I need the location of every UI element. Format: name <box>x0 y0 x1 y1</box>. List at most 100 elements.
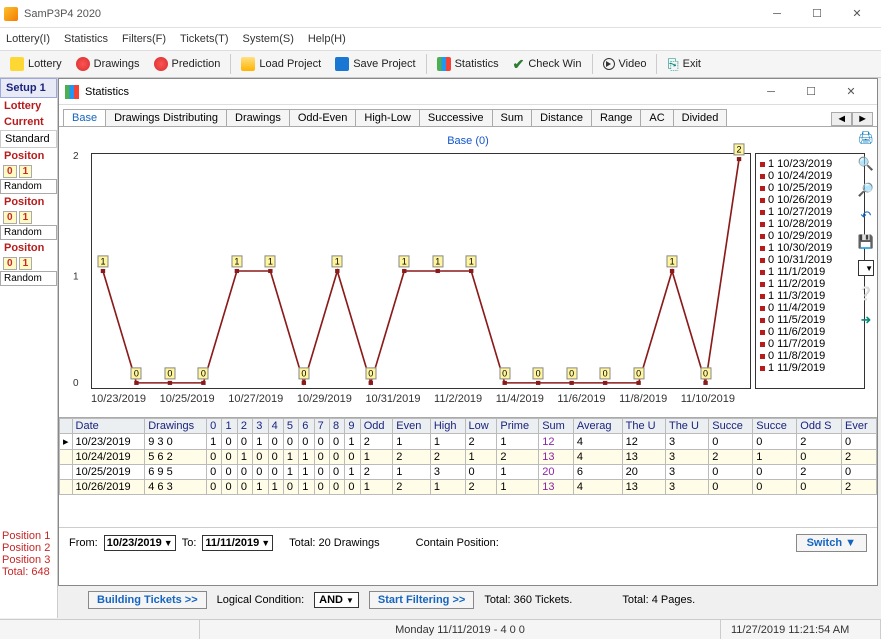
tab-successive[interactable]: Successive <box>419 109 493 126</box>
menu-statistics[interactable]: Statistics <box>64 33 108 45</box>
random-btn-3[interactable]: Random <box>0 271 57 286</box>
from-date-input[interactable]: 10/23/2019▼ <box>104 535 176 551</box>
menu-bar: Lottery(I) Statistics Filters(F) Tickets(T)… <box>0 28 881 50</box>
tab-ac[interactable]: AC <box>640 109 673 126</box>
menu-helph[interactable]: Help(H) <box>308 33 346 45</box>
maximize-button[interactable]: ☐ <box>797 1 837 27</box>
menu-lotteryi[interactable]: Lottery(I) <box>6 33 50 45</box>
stats-minimize[interactable]: ─ <box>751 79 791 105</box>
load-project-icon <box>241 57 255 71</box>
tab-sum[interactable]: Sum <box>492 109 533 126</box>
data-point-label: 0 <box>131 367 142 379</box>
tab-drawings-distributing[interactable]: Drawings Distributing <box>105 109 227 126</box>
x-axis: 10/23/201910/25/201910/27/201910/29/2019… <box>91 393 735 407</box>
data-point-label: 0 <box>298 367 309 379</box>
toolbar-save-project[interactable]: Save Project <box>329 55 421 73</box>
pos3-buttons[interactable]: 01 <box>0 256 57 271</box>
data-point-label: 1 <box>399 255 410 267</box>
chart-svg <box>92 154 750 388</box>
data-point-label: 0 <box>566 367 577 379</box>
position-header-2: Positon <box>0 194 57 210</box>
toolbar-drawings[interactable]: Drawings <box>70 55 146 73</box>
tab-range[interactable]: Range <box>591 109 641 126</box>
undo-icon[interactable]: ↶ <box>858 208 874 224</box>
tab-drawings[interactable]: Drawings <box>226 109 290 126</box>
data-point-label: 2 <box>734 143 745 155</box>
toolbar-load-project[interactable]: Load Project <box>235 55 327 73</box>
check-win-icon: ✔ <box>513 56 525 73</box>
stats-icon <box>65 85 79 99</box>
lottery-label: Lottery <box>0 98 57 114</box>
color-combo[interactable]: ▼ <box>858 260 874 276</box>
zoom-in-icon[interactable]: 🔍 <box>858 156 874 172</box>
switch-button[interactable]: Switch ▼ <box>796 534 867 552</box>
close-button[interactable]: ✕ <box>837 1 877 27</box>
chart-body: 2 1 0 10001101011100000102 1 10/23/20190… <box>71 147 865 407</box>
chart-legend: 1 10/23/20190 10/24/20190 10/25/20190 10… <box>755 153 865 389</box>
toolbar-lottery[interactable]: Lottery <box>4 55 68 73</box>
tab-divided[interactable]: Divided <box>673 109 728 126</box>
build-tickets-button[interactable]: Building Tickets >> <box>88 591 207 609</box>
status-datetime: 11/27/2019 11:21:54 AM <box>721 620 881 639</box>
tab-base[interactable]: Base <box>63 109 106 126</box>
stats-close[interactable]: ✕ <box>831 79 871 105</box>
pos2-buttons[interactable]: 01 <box>0 210 57 225</box>
data-point-label: 0 <box>533 367 544 379</box>
print-icon[interactable]: 🖨 <box>858 130 874 146</box>
data-point-label: 1 <box>231 255 242 267</box>
forward-icon[interactable]: ➜ <box>858 312 874 328</box>
app-icon <box>4 7 18 21</box>
to-label: To: <box>182 537 197 549</box>
statistics-window: Statistics ─ ☐ ✕ BaseDrawings Distributi… <box>58 78 878 586</box>
toolbar-check-win[interactable]: ✔Check Win <box>507 54 588 75</box>
to-date-input[interactable]: 11/11/2019▼ <box>202 535 273 551</box>
data-point-label: 0 <box>499 367 510 379</box>
menu-filtersf[interactable]: Filters(F) <box>122 33 166 45</box>
pos1-buttons[interactable]: 01 <box>0 164 57 179</box>
data-point-label: 1 <box>432 255 443 267</box>
data-point-label: 0 <box>600 367 611 379</box>
random-btn-1[interactable]: Random <box>0 179 57 194</box>
toolbar-prediction[interactable]: Prediction <box>148 55 227 73</box>
start-filtering-button[interactable]: Start Filtering >> <box>369 591 474 609</box>
minimize-button[interactable]: ─ <box>757 1 797 27</box>
tab-odd-even[interactable]: Odd-Even <box>289 109 357 126</box>
menu-ticketst[interactable]: Tickets(T) <box>180 33 228 45</box>
data-point-label: 1 <box>265 255 276 267</box>
stats-titlebar: Statistics ─ ☐ ✕ <box>59 79 877 105</box>
tab-high-low[interactable]: High-Low <box>355 109 419 126</box>
data-point-label: 1 <box>667 255 678 267</box>
menu-systems[interactable]: System(S) <box>243 33 294 45</box>
status-center: Monday 11/11/2019 - 4 0 0 <box>200 620 721 639</box>
status-bar: Monday 11/11/2019 - 4 0 0 11/27/2019 11:… <box>0 619 881 639</box>
main-titlebar: SamP3P4 2020 ─ ☐ ✕ <box>0 0 881 28</box>
total-pages: Total: 4 Pages. <box>622 594 695 606</box>
bottom-action-bar: Building Tickets >> Logical Condition: A… <box>58 588 881 612</box>
date-filter-bar: From: 10/23/2019▼ To: 11/11/2019▼ Total:… <box>59 527 877 557</box>
tab-distance[interactable]: Distance <box>531 109 592 126</box>
chart-plot: 10001101011100000102 <box>91 153 751 389</box>
random-btn-2[interactable]: Random <box>0 225 57 240</box>
data-point-label: 0 <box>198 367 209 379</box>
contain-position: Contain Position: <box>416 537 499 549</box>
left-summary: Position 1Position 2Position 3Total: 648 <box>2 530 50 578</box>
tab-scroll[interactable]: ◄► <box>831 112 873 126</box>
prediction-icon <box>154 57 168 71</box>
statistics-icon <box>437 57 451 71</box>
help-icon[interactable]: ❔ <box>858 286 874 302</box>
stats-maximize[interactable]: ☐ <box>791 79 831 105</box>
data-point-label: 0 <box>365 367 376 379</box>
setup-tab[interactable]: Setup 1 <box>0 78 57 98</box>
toolbar-statistics[interactable]: Statistics <box>431 55 505 73</box>
toolbar-video[interactable]: Video <box>597 56 653 72</box>
zoom-out-icon[interactable]: 🔎 <box>858 182 874 198</box>
data-point-label: 1 <box>97 255 108 267</box>
toolbar-exit[interactable]: ⎘Exit <box>661 54 707 75</box>
logical-condition-select[interactable]: AND▼ <box>314 592 359 608</box>
data-point-label: 1 <box>466 255 477 267</box>
y-tick-1: 1 <box>73 272 79 283</box>
data-grid[interactable]: DateDrawings0123456789OddEvenHighLowPrim… <box>59 417 877 527</box>
stats-title: Statistics <box>85 86 751 98</box>
position-header-1: Positon <box>0 148 57 164</box>
save-icon[interactable]: 💾 <box>858 234 874 250</box>
